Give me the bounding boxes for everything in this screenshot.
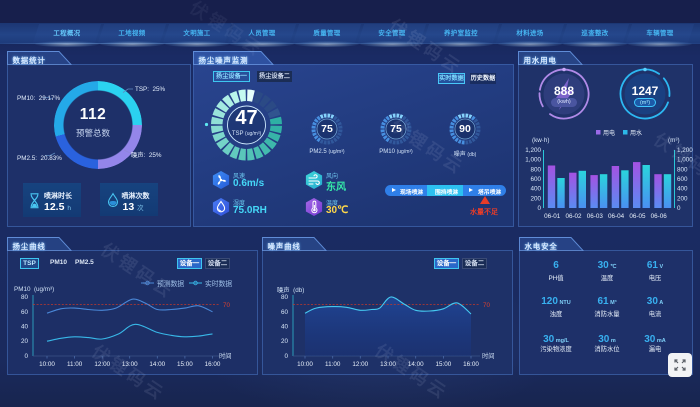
svg-text:11:00: 11:00 [325,361,341,368]
svg-text:06-05: 06-05 [629,213,646,220]
svg-text:用水: 用水 [630,129,642,137]
svg-text:70: 70 [483,302,491,309]
svg-text:800: 800 [677,166,688,173]
svg-text:实时数据: 实时数据 [205,279,232,288]
svg-text:PM10 (ug/m³): PM10 (ug/m³) [14,286,54,293]
svg-text:40: 40 [21,324,29,331]
svg-text:600: 600 [677,176,688,183]
svg-text:噪声 (db): 噪声 (db) [277,285,304,294]
svg-text:10:00: 10:00 [297,361,313,368]
svg-text:06-06: 06-06 [651,213,668,220]
svg-text:80: 80 [281,294,289,301]
svg-text:20: 20 [281,338,289,345]
svg-text:预测数据: 预测数据 [157,279,184,288]
svg-text:0: 0 [284,353,288,360]
svg-text:时间: 时间 [219,351,232,360]
svg-text:40: 40 [281,324,289,331]
svg-text:06-04: 06-04 [608,213,625,220]
svg-text:16:00: 16:00 [205,361,221,368]
svg-text:时间: 时间 [482,351,495,360]
svg-text:12:00: 12:00 [352,361,368,368]
svg-text:15:00: 15:00 [177,361,193,368]
svg-text:60: 60 [281,309,289,316]
svg-text:(m³): (m³) [668,137,680,144]
svg-text:11:00: 11:00 [67,361,83,368]
svg-text:10:00: 10:00 [39,361,55,368]
svg-text:14:00: 14:00 [408,361,424,368]
svg-text:13:00: 13:00 [380,361,396,368]
svg-text:16:00: 16:00 [463,361,479,368]
svg-text:15:00: 15:00 [436,361,452,368]
svg-text:1,200: 1,200 [677,147,693,154]
svg-text:06-02: 06-02 [565,213,582,220]
svg-text:200: 200 [530,195,541,202]
svg-text:600: 600 [530,176,541,183]
svg-text:0: 0 [677,205,681,212]
svg-text:20: 20 [21,338,29,345]
svg-text:200: 200 [677,195,688,202]
svg-text:13:00: 13:00 [122,361,138,368]
svg-text:06-03: 06-03 [587,213,604,220]
svg-text:400: 400 [530,186,541,193]
svg-text:1,000: 1,000 [677,157,693,164]
svg-text:800: 800 [530,166,541,173]
svg-text:0: 0 [24,353,28,360]
svg-text:80: 80 [21,294,29,301]
svg-text:用电: 用电 [603,129,615,137]
svg-text:06-01: 06-01 [544,213,561,220]
svg-text:1,000: 1,000 [525,157,541,164]
svg-text:70: 70 [223,302,231,309]
svg-text:400: 400 [677,186,688,193]
svg-text:60: 60 [21,309,29,316]
svg-text:0: 0 [537,205,541,212]
svg-text:14:00: 14:00 [149,361,165,368]
svg-text:1,200: 1,200 [525,147,541,154]
svg-text:(kw·h): (kw·h) [532,137,550,144]
svg-text:12:00: 12:00 [94,361,110,368]
